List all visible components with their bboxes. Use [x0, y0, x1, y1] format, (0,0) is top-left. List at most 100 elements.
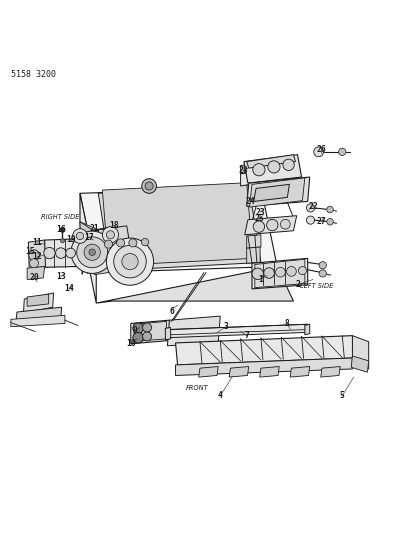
- Polygon shape: [241, 169, 269, 186]
- Text: 5: 5: [340, 391, 345, 400]
- Circle shape: [253, 164, 265, 176]
- Circle shape: [327, 206, 333, 213]
- Polygon shape: [168, 324, 308, 338]
- Text: 26: 26: [316, 145, 326, 154]
- Text: 27: 27: [316, 217, 326, 227]
- Circle shape: [142, 179, 156, 193]
- Text: 4: 4: [218, 391, 223, 400]
- Circle shape: [143, 323, 151, 332]
- Text: 28: 28: [239, 166, 249, 175]
- Circle shape: [319, 270, 326, 277]
- Polygon shape: [247, 235, 261, 248]
- Circle shape: [145, 182, 153, 190]
- Circle shape: [298, 266, 306, 274]
- Circle shape: [84, 244, 100, 261]
- Circle shape: [106, 231, 115, 239]
- Polygon shape: [131, 320, 169, 344]
- Text: 19: 19: [66, 235, 75, 244]
- Text: 5158 3200: 5158 3200: [11, 70, 56, 79]
- Polygon shape: [98, 226, 131, 254]
- Polygon shape: [253, 171, 273, 189]
- Text: 11: 11: [32, 238, 42, 247]
- Text: 10: 10: [126, 340, 136, 348]
- Circle shape: [314, 147, 324, 157]
- Text: 3: 3: [224, 322, 229, 331]
- Polygon shape: [353, 336, 369, 369]
- Text: 1: 1: [259, 275, 263, 284]
- Polygon shape: [305, 324, 310, 335]
- Circle shape: [133, 333, 144, 343]
- Circle shape: [339, 148, 346, 156]
- Polygon shape: [321, 367, 340, 377]
- Circle shape: [66, 248, 75, 258]
- Text: FRONT: FRONT: [186, 385, 208, 391]
- Text: 17: 17: [84, 233, 94, 242]
- Circle shape: [142, 238, 149, 246]
- Text: 8: 8: [285, 319, 290, 328]
- Polygon shape: [27, 294, 49, 306]
- Circle shape: [280, 220, 290, 229]
- Text: 2: 2: [295, 280, 300, 289]
- Text: 12: 12: [32, 252, 42, 261]
- Polygon shape: [134, 321, 166, 341]
- Circle shape: [73, 229, 87, 244]
- Circle shape: [71, 231, 113, 273]
- Circle shape: [104, 240, 113, 248]
- Polygon shape: [241, 161, 269, 174]
- Polygon shape: [229, 367, 249, 377]
- Circle shape: [283, 159, 294, 171]
- Text: 7: 7: [244, 331, 249, 340]
- Text: 15: 15: [25, 247, 35, 255]
- Polygon shape: [167, 316, 220, 346]
- Text: 23: 23: [255, 207, 265, 216]
- Polygon shape: [80, 222, 98, 274]
- Circle shape: [77, 237, 108, 268]
- Polygon shape: [247, 155, 295, 168]
- Circle shape: [268, 161, 280, 173]
- Polygon shape: [245, 216, 297, 235]
- Polygon shape: [250, 178, 305, 207]
- Text: 14: 14: [64, 284, 74, 293]
- Circle shape: [60, 228, 65, 232]
- Circle shape: [29, 259, 38, 268]
- Text: RIGHT SIDE: RIGHT SIDE: [41, 214, 80, 220]
- Polygon shape: [255, 259, 305, 288]
- Circle shape: [89, 249, 95, 255]
- Polygon shape: [247, 177, 310, 206]
- Polygon shape: [98, 185, 261, 271]
- Polygon shape: [24, 293, 53, 313]
- Circle shape: [252, 268, 264, 279]
- Polygon shape: [80, 187, 277, 272]
- Circle shape: [117, 239, 125, 247]
- Polygon shape: [290, 367, 310, 377]
- Circle shape: [306, 204, 315, 212]
- Circle shape: [55, 248, 66, 259]
- Polygon shape: [252, 259, 308, 289]
- Circle shape: [76, 232, 84, 240]
- Polygon shape: [175, 358, 353, 375]
- Circle shape: [122, 254, 138, 270]
- Circle shape: [60, 239, 64, 243]
- Text: 18: 18: [109, 221, 119, 230]
- Polygon shape: [351, 356, 369, 372]
- Polygon shape: [11, 316, 65, 327]
- Polygon shape: [27, 266, 44, 279]
- Polygon shape: [16, 307, 62, 321]
- Polygon shape: [28, 240, 45, 269]
- Text: 21: 21: [89, 224, 99, 233]
- Text: 22: 22: [308, 202, 318, 211]
- Polygon shape: [254, 184, 289, 201]
- Circle shape: [264, 268, 274, 278]
- Text: 20: 20: [29, 273, 39, 282]
- Text: LEFT SIDE: LEFT SIDE: [299, 283, 333, 289]
- Polygon shape: [244, 155, 302, 183]
- Polygon shape: [165, 327, 171, 340]
- Polygon shape: [98, 228, 117, 246]
- Polygon shape: [94, 248, 127, 274]
- Circle shape: [114, 245, 146, 278]
- Circle shape: [275, 268, 285, 277]
- Circle shape: [129, 239, 137, 247]
- Circle shape: [143, 332, 151, 341]
- Text: 13: 13: [56, 272, 66, 281]
- Circle shape: [306, 216, 315, 224]
